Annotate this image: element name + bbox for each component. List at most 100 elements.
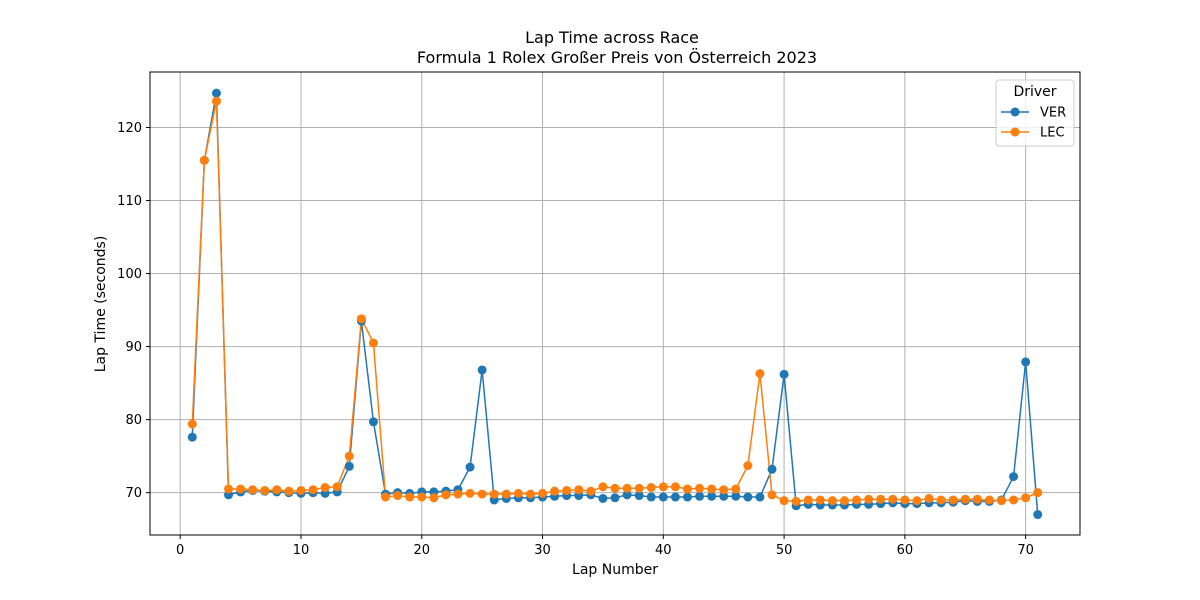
data-point-lec bbox=[731, 484, 741, 494]
data-point-lec bbox=[525, 489, 535, 499]
data-point-lec bbox=[199, 155, 209, 165]
series-lines bbox=[191, 92, 1039, 515]
data-point-ver bbox=[707, 491, 717, 501]
data-point-lec bbox=[791, 496, 801, 506]
data-point-ver bbox=[610, 493, 620, 503]
data-point-lec bbox=[1021, 493, 1031, 503]
data-point-lec bbox=[658, 482, 668, 492]
data-point-ver bbox=[598, 493, 608, 503]
data-point-lec bbox=[815, 495, 825, 505]
y-tick-label: 100 bbox=[117, 267, 142, 282]
data-point-ver bbox=[211, 88, 221, 98]
data-point-lec bbox=[381, 492, 391, 502]
data-point-lec bbox=[924, 493, 934, 503]
x-tick-label: 20 bbox=[413, 543, 430, 558]
chart-subtitle: Formula 1 Rolex Großer Preis von Österre… bbox=[417, 48, 817, 67]
x-tick-label: 70 bbox=[1017, 543, 1034, 558]
data-point-lec bbox=[356, 314, 366, 324]
data-point-lec bbox=[393, 491, 403, 501]
data-point-lec bbox=[501, 489, 511, 499]
data-point-lec bbox=[465, 488, 475, 498]
x-axis-ticks: 0 10 20 30 40 50 60 70 bbox=[176, 535, 1034, 558]
data-point-lec bbox=[248, 485, 258, 495]
data-point-lec bbox=[767, 490, 777, 500]
data-point-ver bbox=[368, 417, 378, 427]
data-point-lec bbox=[634, 483, 644, 493]
legend-title: Driver bbox=[1013, 84, 1056, 100]
data-point-ver bbox=[719, 491, 729, 501]
data-point-ver bbox=[731, 491, 741, 501]
data-point-ver bbox=[187, 432, 197, 442]
y-axis-ticks: 70 80 90 100 110 120 bbox=[117, 121, 150, 501]
legend-label-lec: LEC bbox=[1040, 126, 1065, 141]
data-point-lec bbox=[876, 494, 886, 504]
data-point-lec bbox=[839, 496, 849, 506]
data-point-lec bbox=[646, 483, 656, 493]
data-point-lec bbox=[187, 419, 197, 429]
legend-marker-lec bbox=[1010, 127, 1020, 137]
data-point-ver bbox=[1033, 510, 1043, 520]
data-point-lec bbox=[417, 492, 427, 502]
data-point-lec bbox=[538, 488, 548, 498]
legend-label-ver: VER bbox=[1040, 106, 1066, 121]
data-point-lec bbox=[550, 486, 560, 496]
data-point-ver bbox=[670, 492, 680, 502]
data-point-lec bbox=[236, 484, 246, 494]
data-point-lec bbox=[477, 489, 487, 499]
data-point-lec bbox=[441, 490, 451, 500]
y-tick-label: 80 bbox=[125, 413, 142, 428]
data-point-lec bbox=[755, 369, 765, 379]
series-line-ver bbox=[191, 92, 1039, 515]
data-point-lec bbox=[224, 484, 234, 494]
data-point-ver bbox=[755, 492, 765, 502]
data-point-lec bbox=[996, 496, 1006, 506]
data-point-ver bbox=[344, 461, 354, 471]
data-point-ver bbox=[1009, 472, 1019, 482]
data-point-lec bbox=[610, 483, 620, 493]
y-tick-label: 120 bbox=[117, 121, 142, 136]
data-point-lec bbox=[296, 485, 306, 495]
data-point-lec bbox=[743, 461, 753, 471]
data-point-lec bbox=[429, 493, 439, 503]
data-point-lec bbox=[260, 485, 270, 495]
y-axis-label: Lap Time (seconds) bbox=[93, 236, 109, 373]
series-points bbox=[187, 88, 1043, 520]
data-point-lec bbox=[586, 486, 596, 496]
data-point-lec bbox=[598, 482, 608, 492]
data-point-lec bbox=[972, 494, 982, 504]
series-line-lec bbox=[191, 100, 1039, 503]
data-point-ver bbox=[646, 492, 656, 502]
y-tick-label: 70 bbox=[125, 486, 142, 501]
x-tick-label: 0 bbox=[176, 543, 184, 558]
data-point-lec bbox=[707, 484, 717, 494]
data-point-lec bbox=[827, 496, 837, 506]
data-point-ver bbox=[767, 464, 777, 474]
data-point-lec bbox=[948, 495, 958, 505]
grid bbox=[150, 72, 1080, 535]
x-tick-label: 60 bbox=[897, 543, 914, 558]
data-point-lec bbox=[272, 485, 282, 495]
data-point-lec bbox=[284, 486, 294, 496]
data-point-lec bbox=[912, 496, 922, 506]
data-point-ver bbox=[779, 369, 789, 379]
data-point-lec bbox=[405, 492, 415, 502]
data-point-ver bbox=[682, 492, 692, 502]
data-point-lec bbox=[888, 494, 898, 504]
data-point-lec bbox=[562, 485, 572, 495]
data-point-lec bbox=[936, 495, 946, 505]
data-point-lec bbox=[984, 495, 994, 505]
data-point-ver bbox=[622, 490, 632, 500]
data-point-lec bbox=[719, 485, 729, 495]
data-point-lec bbox=[864, 494, 874, 504]
data-point-lec bbox=[622, 483, 632, 493]
data-point-lec bbox=[513, 488, 523, 498]
data-point-lec bbox=[1033, 488, 1043, 498]
y-tick-label: 90 bbox=[125, 340, 142, 355]
x-tick-label: 40 bbox=[655, 543, 672, 558]
legend: Driver VER LEC bbox=[995, 79, 1075, 147]
y-tick-label: 110 bbox=[117, 194, 142, 209]
plot-frame bbox=[149, 71, 1081, 536]
data-point-lec bbox=[320, 483, 330, 493]
x-tick-label: 50 bbox=[776, 543, 793, 558]
data-point-lec bbox=[211, 96, 221, 106]
